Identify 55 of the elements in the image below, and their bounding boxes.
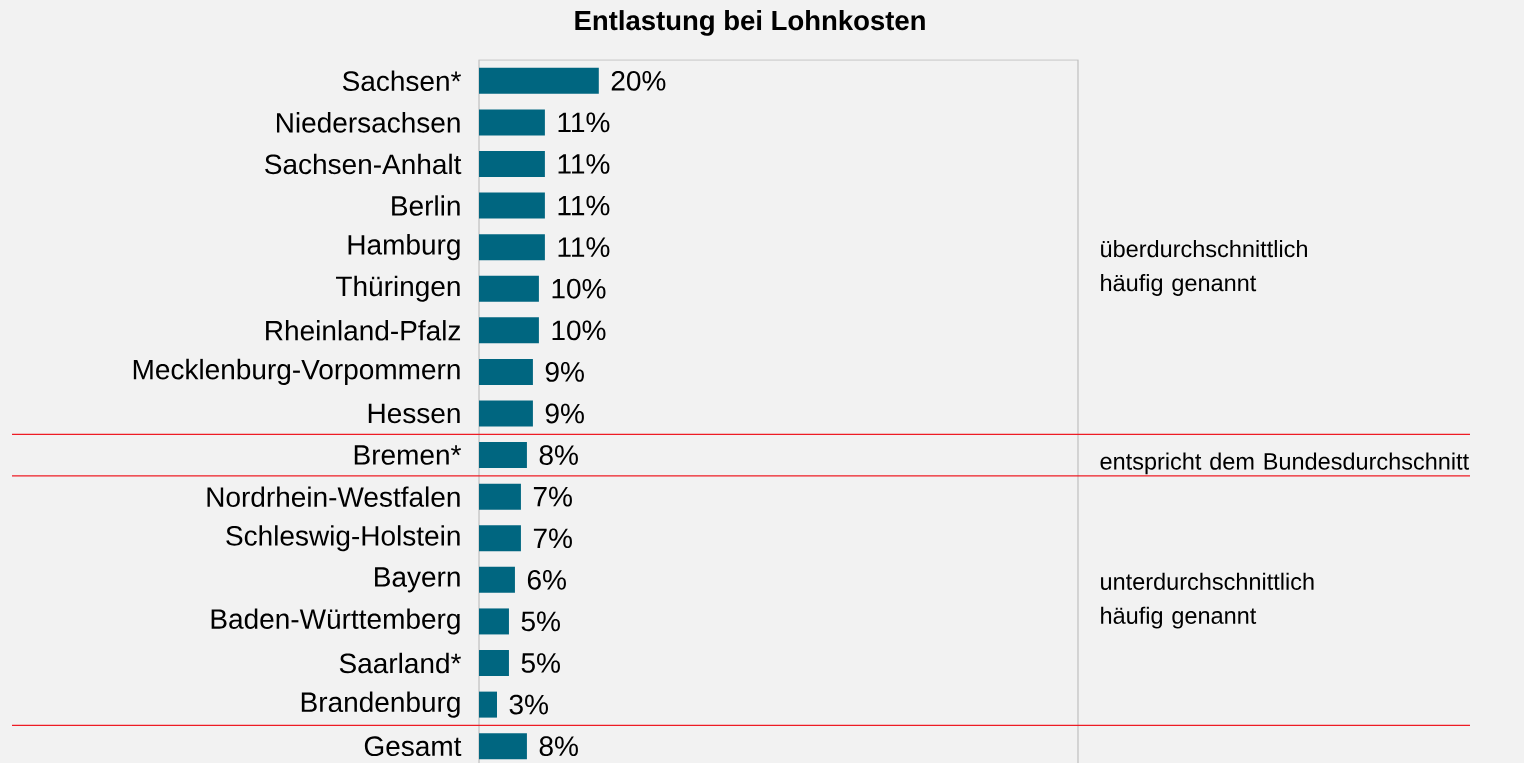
data-label: 9% <box>545 403 584 424</box>
y-tick-label: Nordrhein-Westfalen <box>207 486 460 507</box>
data-label: 9% <box>545 362 584 382</box>
bar <box>479 483 521 510</box>
bar <box>479 317 539 344</box>
bar <box>479 275 539 302</box>
bar <box>479 566 515 593</box>
y-tick-label: Gesamt <box>364 736 462 757</box>
y-tick-label: Baden-Württemberg <box>211 608 460 635</box>
y-tick-label: Berlin <box>392 195 460 216</box>
bar <box>479 150 545 177</box>
y-tick-label: Schleswig-Holstein <box>226 525 460 552</box>
chart-title: Entlastung bei Lohnkosten <box>575 10 925 36</box>
data-label: 7% <box>533 486 572 507</box>
data-label: 8% <box>539 445 578 465</box>
data-label: 11% <box>558 112 610 133</box>
bar <box>479 67 599 94</box>
bar <box>479 733 527 760</box>
y-tick-label: Hessen <box>368 403 460 424</box>
y-tick-label: Thüringen <box>336 275 460 302</box>
text: unterdurchschnittlich häufig genannt <box>1101 572 1314 629</box>
y-tick-label: Brandenburg <box>301 691 460 718</box>
data-label: 11% <box>558 195 610 216</box>
text: entspricht dem Bundesdurchschnitt <box>1100 452 1469 475</box>
data-label: 11% <box>558 154 610 174</box>
data-label: 11% <box>558 237 610 257</box>
y-tick-label: Sachsen* <box>342 70 462 92</box>
bar <box>479 192 545 219</box>
y-tick-label: Hamburg <box>348 234 460 261</box>
data-label: 20% <box>611 70 666 91</box>
y-tick-label: Rheinland-Pfalz <box>266 320 461 341</box>
bar <box>479 234 545 261</box>
data-label: 7% <box>533 528 572 549</box>
bar <box>479 650 509 677</box>
bar <box>479 358 533 385</box>
data-label: 5% <box>521 611 560 632</box>
bar <box>479 442 527 469</box>
data-label: 5% <box>521 653 560 673</box>
bar <box>479 400 533 427</box>
y-tick-label: Sachsen-Anhalt <box>265 153 462 175</box>
y-tick-label: Bayern <box>375 567 460 593</box>
y-tick-label: Mecklenburg-Vorpommern <box>133 358 460 385</box>
bar <box>479 691 497 718</box>
data-label: 3% <box>509 694 548 715</box>
y-tick-label: Bremen* <box>354 445 462 465</box>
data-label: 10% <box>552 278 606 299</box>
data-label: 6% <box>527 569 566 590</box>
bar <box>479 525 521 552</box>
bar <box>479 109 545 136</box>
y-tick-label: Saarland* <box>339 652 462 674</box>
bar <box>479 608 509 635</box>
y-tick-label: Niedersachsen <box>276 112 460 133</box>
data-label: 8% <box>539 736 578 757</box>
text: überdurchschnittlich häufig genannt <box>1101 240 1307 296</box>
data-label: 10% <box>552 320 606 341</box>
